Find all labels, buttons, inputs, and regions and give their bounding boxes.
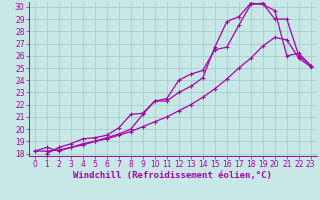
- X-axis label: Windchill (Refroidissement éolien,°C): Windchill (Refroidissement éolien,°C): [73, 171, 272, 180]
